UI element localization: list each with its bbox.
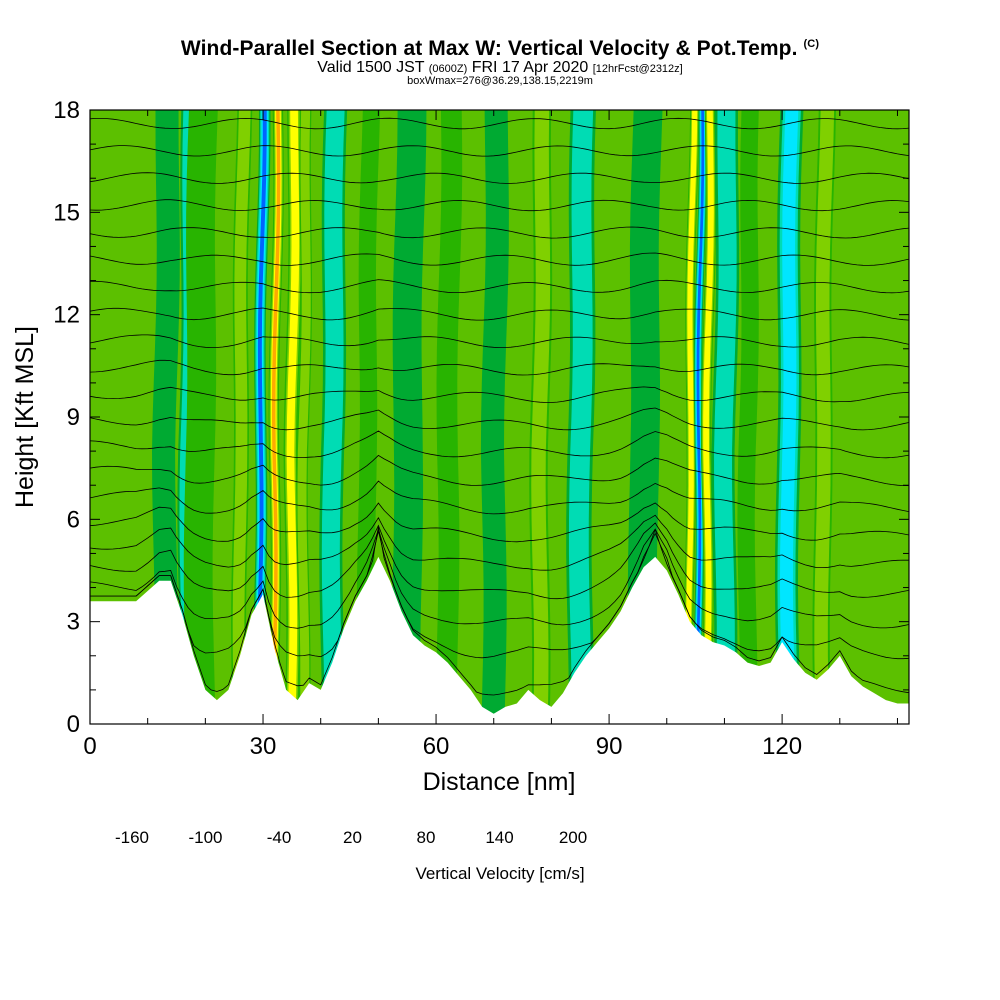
y-tick-label: 15 — [53, 199, 80, 226]
theta-contour-line — [90, 117, 909, 130]
velocity-band — [685, 110, 698, 724]
velocity-band — [286, 110, 300, 724]
theta-contour-line — [90, 145, 909, 157]
colorbar-label: 80 — [416, 828, 436, 847]
colorbar-label: 20 — [343, 828, 362, 847]
velocity-band — [568, 110, 594, 724]
velocity-band — [480, 110, 509, 724]
y-tick-label: 3 — [67, 609, 80, 636]
velocity-band — [152, 110, 180, 724]
x-tick-label: 90 — [596, 733, 623, 760]
terrain-mask — [90, 556, 909, 724]
colorbar-title: Vertical Velocity [cm/s] — [415, 864, 585, 883]
theta-contours — [90, 117, 909, 696]
velocity-band — [737, 110, 759, 724]
theta-contour-line — [90, 528, 909, 629]
colorbar-label: -40 — [266, 828, 292, 847]
x-axis-label: Distance [nm] — [423, 768, 576, 796]
colorbar-label: 200 — [558, 828, 588, 847]
theta-contour-line — [90, 279, 909, 294]
x-tick-label: 0 — [83, 733, 96, 760]
velocity-band — [271, 110, 281, 724]
valid-time-line: Valid 1500 JST (0600Z) FRI 17 Apr 2020 [… — [317, 59, 683, 76]
y-tick-label: 12 — [53, 302, 80, 329]
x-tick-label: 120 — [762, 733, 802, 760]
terrain-fill — [90, 556, 909, 724]
theta-contour-line — [90, 430, 909, 459]
chart-title: Wind-Parallel Section at Max W: Vertical… — [180, 37, 820, 60]
y-tick-label: 18 — [53, 97, 80, 124]
velocity-band — [321, 110, 345, 724]
velocity-band — [779, 110, 799, 724]
velocity-band — [714, 110, 737, 724]
theta-contour-line — [90, 226, 909, 239]
title-block: Wind-Parallel Section at Max W: Vertical… — [0, 38, 1000, 87]
theta-contour-line — [90, 526, 909, 696]
theta-contour-line — [90, 334, 909, 348]
velocity-band — [435, 110, 463, 724]
colorbar-label: -100 — [188, 828, 223, 847]
copyright-mark: (C) — [803, 38, 820, 50]
velocity-band — [183, 110, 218, 724]
y-tick-label: 0 — [67, 711, 80, 738]
theta-contour-line — [90, 172, 909, 184]
theta-contour-line — [90, 252, 909, 266]
x-tick-label: 60 — [423, 733, 450, 760]
theta-contour-line — [90, 480, 909, 515]
velocity-band — [703, 110, 714, 724]
theta-contour-line — [90, 522, 909, 600]
y-axis-label: Height [Kft MSL] — [11, 326, 39, 508]
y-tick-label: 6 — [67, 506, 80, 533]
theta-contour-line — [90, 359, 909, 376]
theta-contour-line — [90, 386, 909, 403]
velocity-band — [391, 110, 427, 724]
velocity-band — [814, 110, 835, 724]
colorbar-label: -160 — [114, 828, 150, 847]
velocity-band — [232, 110, 251, 724]
theta-contour-line — [90, 502, 909, 543]
colorbar-label: 140 — [485, 828, 514, 847]
theta-contour-line — [90, 514, 909, 571]
theta-contour-line — [90, 454, 909, 486]
x-tick-label: 30 — [250, 733, 277, 760]
theta-contour-line — [90, 199, 909, 212]
box-info-line: boxWmax=276@36.29,138.15,2219m — [407, 75, 593, 87]
theta-contour-line — [90, 407, 909, 431]
theta-contour-line — [90, 307, 909, 321]
theta-contour-line — [90, 531, 909, 660]
y-tick-label: 9 — [67, 404, 80, 431]
axes: 0 30 60 90 120 0 3 6 9 12 15 18 — [53, 97, 909, 760]
